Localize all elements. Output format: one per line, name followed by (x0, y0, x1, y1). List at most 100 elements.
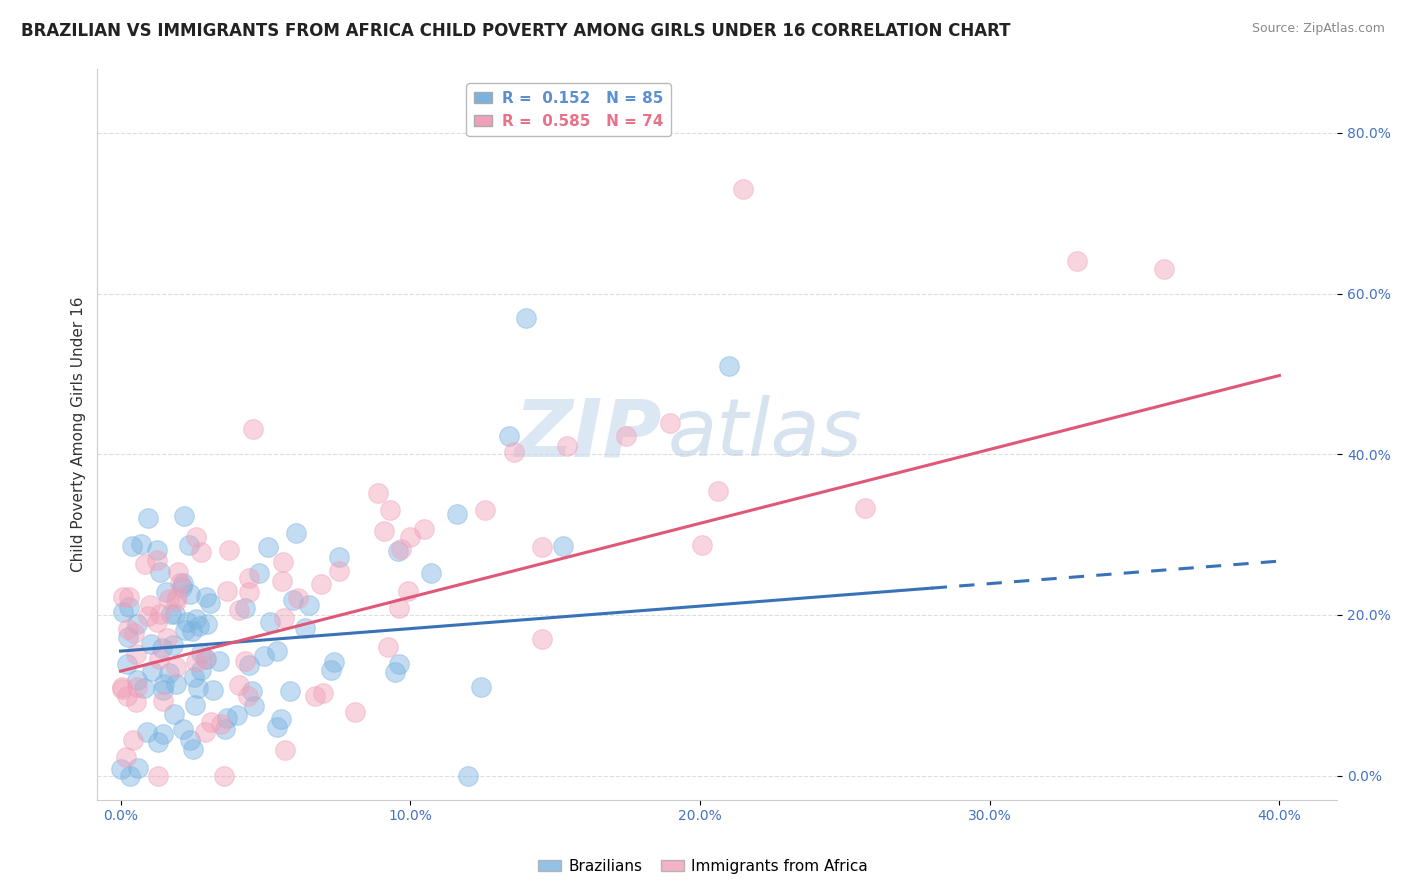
Point (323, 655, 346, 669)
Point (134, 557, 156, 571)
Point (242, 422, 264, 436)
Point (187, 619, 209, 633)
Point (733, 182, 755, 196)
Point (328, 564, 350, 578)
Point (388, 657, 411, 672)
Point (172, 722, 194, 736)
Point (111, 682, 134, 697)
Point (1153, 262, 1175, 277)
Point (118, 769, 141, 783)
Point (141, 664, 163, 678)
Text: atlas: atlas (668, 395, 862, 473)
Point (614, 429, 637, 443)
Point (321, 663, 343, 677)
Point (283, 592, 305, 607)
Point (233, 601, 256, 615)
Point (132, 681, 155, 695)
Point (228, 678, 250, 692)
Point (165, 594, 187, 608)
Point (201, 682, 224, 697)
Point (215, 711, 238, 725)
Point (165, 659, 187, 673)
Point (474, 503, 496, 517)
Point (247, 566, 270, 580)
Point (195, 652, 218, 666)
Point (328, 549, 350, 564)
Point (184, 612, 207, 626)
Point (155, 584, 177, 599)
Point (217, 584, 239, 599)
Point (273, 611, 295, 625)
Point (157, 666, 180, 681)
Point (530, 540, 553, 554)
Point (304, 689, 326, 703)
Point (311, 686, 333, 700)
Point (195, 590, 218, 604)
Point (117, 622, 139, 636)
Point (115, 657, 138, 672)
Point (446, 507, 468, 521)
Point (157, 592, 180, 607)
Point (190, 664, 212, 678)
Point (131, 537, 153, 551)
Point (118, 600, 141, 615)
Point (153, 677, 176, 691)
Point (172, 580, 194, 594)
Point (114, 749, 136, 764)
Point (242, 699, 264, 714)
Point (498, 428, 520, 442)
Point (110, 762, 132, 776)
Point (183, 698, 205, 712)
Point (146, 734, 169, 748)
Point (112, 590, 135, 604)
Text: ZIP: ZIP (515, 395, 662, 473)
Point (165, 677, 187, 691)
Point (384, 665, 406, 679)
Point (659, 417, 682, 431)
Point (270, 574, 292, 588)
Point (309, 577, 332, 591)
Y-axis label: Child Poverty Among Girls Under 16: Child Poverty Among Girls Under 16 (72, 296, 86, 572)
Point (266, 720, 288, 734)
Point (690, 538, 713, 552)
Point (136, 725, 159, 739)
Point (127, 616, 149, 631)
Point (238, 585, 260, 599)
Point (389, 541, 412, 556)
Point (187, 681, 209, 696)
Point (294, 621, 316, 635)
Point (179, 587, 201, 601)
Point (125, 647, 148, 661)
Point (214, 722, 236, 736)
Point (367, 486, 389, 500)
Point (195, 617, 218, 632)
Legend: R =  0.152   N = 85, R =  0.585   N = 74: R = 0.152 N = 85, R = 0.585 N = 74 (467, 84, 671, 136)
Point (173, 508, 195, 523)
Point (717, 359, 740, 373)
Point (270, 712, 292, 726)
Point (218, 543, 240, 558)
Point (172, 576, 194, 591)
Point (179, 733, 201, 747)
Point (226, 707, 249, 722)
Point (530, 632, 553, 646)
Point (183, 670, 205, 684)
Point (503, 444, 526, 458)
Point (387, 543, 409, 558)
Point (551, 539, 574, 553)
Point (373, 524, 395, 538)
Point (212, 769, 235, 783)
Point (853, 501, 876, 516)
Point (228, 602, 250, 616)
Point (125, 673, 148, 687)
Point (273, 555, 295, 569)
Point (194, 651, 217, 665)
Legend: Brazilians, Immigrants from Africa: Brazilians, Immigrants from Africa (531, 853, 875, 880)
Point (121, 539, 143, 553)
Point (181, 741, 204, 756)
Point (125, 680, 148, 694)
Point (200, 715, 222, 730)
Point (117, 689, 139, 703)
Point (112, 605, 135, 619)
Point (1066, 254, 1088, 268)
